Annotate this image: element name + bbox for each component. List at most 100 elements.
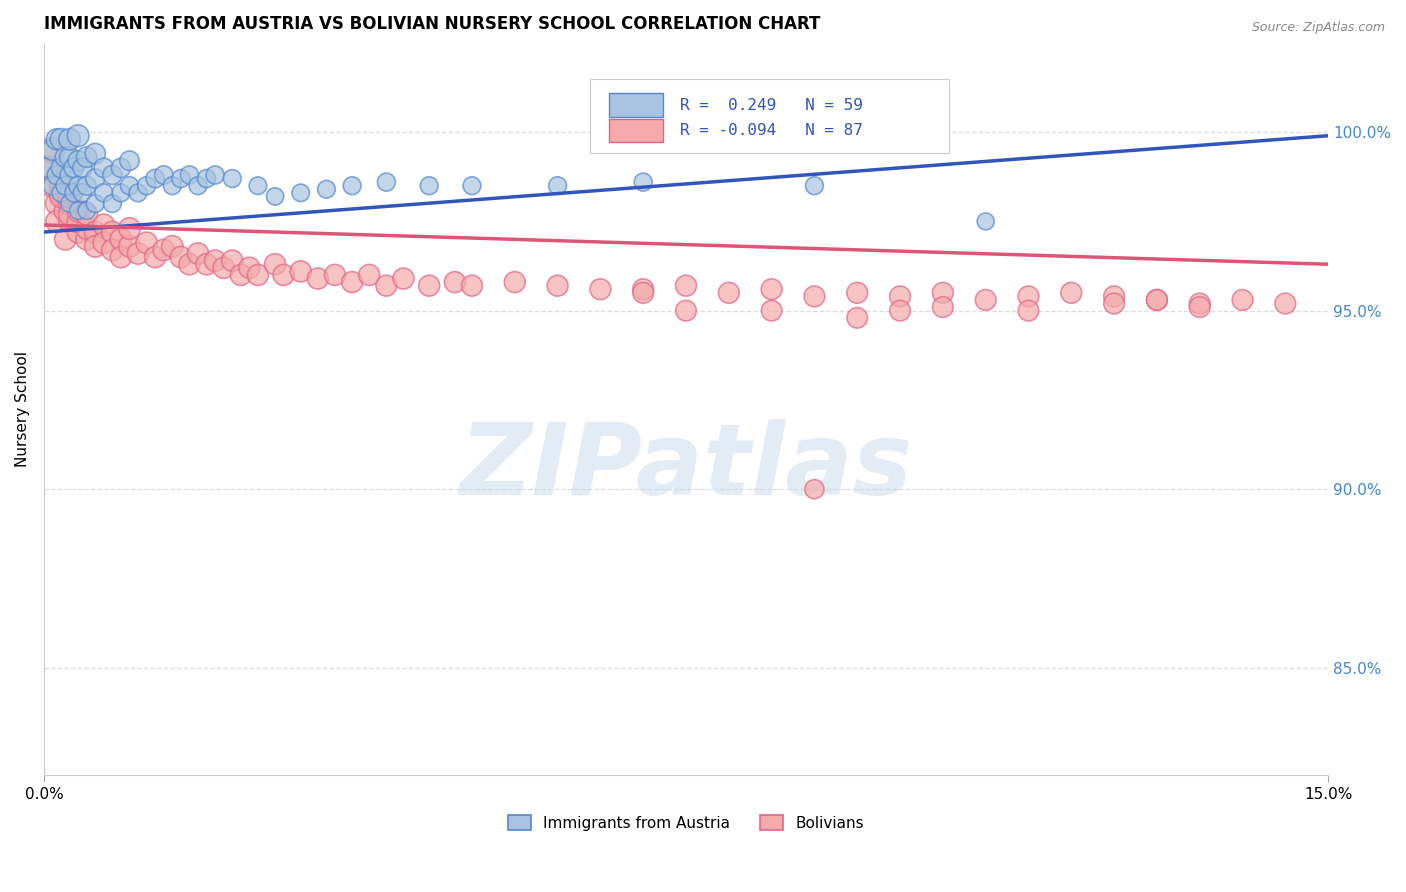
Point	[76, 221, 98, 235]
Point	[93, 235, 115, 250]
Point	[67, 214, 90, 228]
Point	[1188, 296, 1211, 310]
Point	[803, 178, 825, 193]
Point	[187, 178, 209, 193]
Point	[179, 257, 201, 271]
Point	[187, 246, 209, 260]
Point	[195, 171, 218, 186]
Point	[889, 289, 911, 303]
Point	[58, 214, 80, 228]
Legend: Immigrants from Austria, Bolivians: Immigrants from Austria, Bolivians	[502, 808, 870, 837]
Point	[49, 186, 72, 200]
Point	[461, 278, 484, 293]
Point	[503, 275, 526, 289]
Point	[72, 161, 94, 175]
Point	[152, 243, 174, 257]
Point	[41, 143, 63, 157]
Point	[58, 196, 80, 211]
Point	[110, 250, 132, 264]
Text: ZIPatlas: ZIPatlas	[460, 419, 912, 516]
Point	[118, 221, 141, 235]
Point	[93, 218, 115, 232]
Point	[461, 178, 484, 193]
Point	[1146, 293, 1168, 307]
Point	[889, 303, 911, 318]
Point	[76, 207, 98, 221]
Point	[101, 196, 124, 211]
Point	[41, 143, 63, 157]
Point	[63, 186, 86, 200]
Point	[49, 186, 72, 200]
Point	[76, 232, 98, 246]
Point	[1188, 300, 1211, 314]
Text: R = -0.094   N = 87: R = -0.094 N = 87	[679, 123, 862, 138]
Point	[53, 232, 76, 246]
Point	[212, 260, 235, 275]
Point	[49, 161, 72, 175]
FancyBboxPatch shape	[609, 119, 662, 143]
Point	[675, 278, 697, 293]
Point	[418, 178, 440, 193]
Point	[264, 189, 287, 203]
Point	[58, 207, 80, 221]
Point	[127, 246, 149, 260]
Point	[1102, 296, 1125, 310]
Point	[143, 250, 166, 264]
Point	[72, 186, 94, 200]
Point	[67, 203, 90, 218]
Point	[803, 482, 825, 496]
Point	[418, 278, 440, 293]
Point	[101, 243, 124, 257]
Point	[45, 168, 67, 182]
Point	[444, 275, 467, 289]
Point	[67, 203, 90, 218]
Point	[974, 214, 997, 228]
Point	[204, 253, 226, 268]
Point	[67, 128, 90, 143]
Point	[195, 257, 218, 271]
Point	[143, 171, 166, 186]
Point	[761, 282, 783, 296]
Point	[315, 182, 337, 196]
Point	[229, 268, 252, 282]
Point	[246, 178, 269, 193]
Point	[204, 168, 226, 182]
Point	[932, 300, 955, 314]
Point	[1274, 296, 1296, 310]
Point	[135, 235, 157, 250]
Point	[118, 239, 141, 253]
Point	[162, 239, 184, 253]
Point	[170, 250, 193, 264]
Point	[675, 303, 697, 318]
Point	[41, 178, 63, 193]
Point	[53, 203, 76, 218]
Point	[631, 175, 654, 189]
Point	[110, 161, 132, 175]
Point	[84, 171, 107, 186]
Point	[67, 178, 90, 193]
Point	[846, 285, 869, 300]
Point	[58, 132, 80, 146]
Point	[221, 171, 243, 186]
Point	[76, 150, 98, 164]
Point	[340, 275, 363, 289]
Point	[53, 178, 76, 193]
Point	[76, 178, 98, 193]
Point	[84, 239, 107, 253]
Point	[290, 186, 312, 200]
Point	[53, 150, 76, 164]
Point	[547, 278, 569, 293]
Point	[359, 268, 381, 282]
Text: R =  0.249   N = 59: R = 0.249 N = 59	[679, 97, 862, 112]
Point	[1060, 285, 1083, 300]
FancyBboxPatch shape	[609, 94, 662, 117]
Point	[1017, 303, 1039, 318]
Point	[37, 161, 59, 175]
Point	[761, 303, 783, 318]
Point	[340, 178, 363, 193]
Point	[101, 168, 124, 182]
Point	[84, 146, 107, 161]
Point	[932, 285, 955, 300]
Point	[323, 268, 346, 282]
Point	[49, 178, 72, 193]
